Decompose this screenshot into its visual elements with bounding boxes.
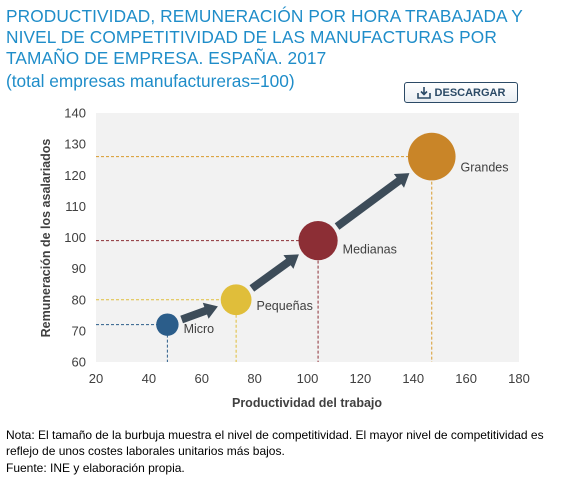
x-tick-label: 60 — [195, 371, 209, 386]
chart-note: Nota: El tamaño de la burbuja muestra el… — [6, 428, 544, 458]
bubble-label: Medianas — [343, 242, 397, 256]
x-tick-label: 120 — [350, 371, 372, 386]
y-tick-label: 80 — [72, 292, 86, 307]
chart-title: PRODUCTIVIDAD, REMUNERACIÓN POR HORA TRA… — [6, 6, 523, 68]
bubble-micro — [156, 313, 179, 336]
bubble-pequeñas — [220, 284, 252, 316]
y-axis-label: Remuneración de los asalariados — [39, 139, 53, 338]
download-icon — [416, 86, 431, 99]
y-tick-label: 120 — [64, 168, 86, 183]
trend-arrow — [334, 173, 410, 230]
x-tick-label: 80 — [247, 371, 261, 386]
y-tick-label: 90 — [72, 261, 86, 276]
download-label: DESCARGAR — [434, 86, 506, 99]
bubble-label: Grandes — [461, 161, 509, 175]
y-tick-label: 140 — [64, 106, 86, 121]
chart-source: Fuente: INE y elaboración propia. — [6, 461, 185, 475]
y-tick-label: 130 — [64, 137, 86, 152]
x-tick-label: 160 — [455, 371, 477, 386]
x-tick-label: 140 — [402, 371, 424, 386]
x-tick-label: 40 — [142, 371, 156, 386]
trend-arrow — [249, 254, 299, 292]
y-tick-label: 60 — [72, 355, 86, 370]
bubble-label: Pequeñas — [257, 299, 313, 313]
bubble-grandes — [407, 132, 456, 181]
trend-arrow — [180, 302, 218, 324]
bubble-medianas — [298, 221, 338, 261]
y-tick-label: 100 — [64, 230, 86, 245]
x-tick-label: 20 — [89, 371, 103, 386]
chart-subtitle: (total empresas manufactureras=100) — [6, 71, 295, 91]
download-button[interactable]: DESCARGAR — [404, 82, 518, 103]
bubble-chart: 20 40 60 80 100 120 140 160 180 60 70 80 90 100 110 120… — [39, 106, 530, 411]
x-tick-label: 180 — [508, 371, 530, 386]
x-tick-label: 100 — [297, 371, 319, 386]
y-tick-label: 110 — [65, 199, 86, 214]
bubble-label: Micro — [184, 322, 215, 336]
y-tick-label: 70 — [72, 323, 86, 338]
x-axis-label: Productividad del trabajo — [232, 396, 382, 410]
